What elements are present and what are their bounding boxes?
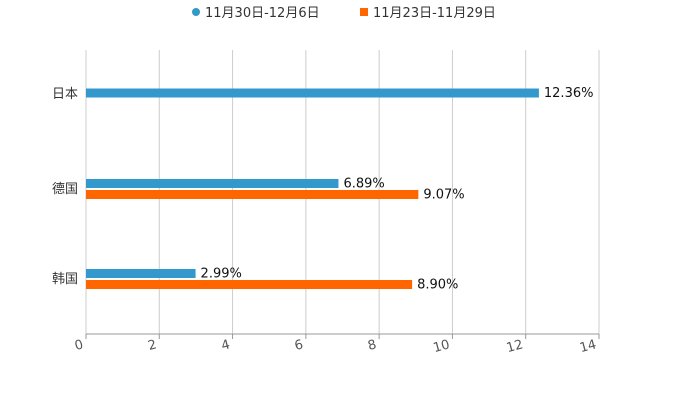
- legend-label: 11月30日-12月6日: [205, 6, 320, 21]
- category-label: 韩国: [52, 272, 78, 287]
- bar-series-2-1: [86, 190, 419, 199]
- data-labels: 12.36% 6.89% 9.07% 2.99% 8.90%: [201, 86, 594, 293]
- category-label: 德国: [52, 182, 78, 197]
- bar-series-1-2: [86, 269, 196, 278]
- bar-series-1-1: [86, 179, 339, 188]
- data-label: 6.89%: [343, 177, 384, 192]
- x-tick-label: 4: [220, 337, 232, 354]
- x-tick-label: 10: [432, 337, 452, 356]
- x-tick-label: 12: [505, 337, 525, 356]
- data-label: 8.90%: [417, 278, 458, 293]
- data-label: 12.36%: [544, 86, 594, 101]
- legend-marker-circle: [192, 8, 200, 16]
- x-tick-label: 14: [578, 337, 598, 356]
- x-tick-label: 8: [366, 337, 378, 354]
- x-tick-label: 6: [293, 337, 305, 354]
- category-label: 日本: [52, 87, 78, 102]
- legend-marker-square: [360, 8, 368, 16]
- data-label: 9.07%: [423, 188, 464, 203]
- legend: 11月30日-12月6日 11月23日-11月29日: [192, 6, 496, 21]
- bars: [86, 88, 539, 289]
- data-label: 2.99%: [201, 267, 242, 282]
- bar-series-2-2: [86, 280, 413, 289]
- x-axis: 0 2 4 6 8 10 12 14: [73, 333, 600, 356]
- legend-label: 11月23日-11月29日: [373, 6, 496, 21]
- x-tick-label: 0: [73, 337, 85, 354]
- x-tick-label: 2: [146, 337, 158, 354]
- bar-series-1-0: [86, 88, 539, 98]
